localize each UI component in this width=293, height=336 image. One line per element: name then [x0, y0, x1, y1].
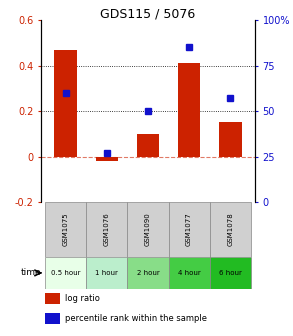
Text: 1 hour: 1 hour — [96, 270, 118, 276]
Bar — [127, 257, 168, 289]
Bar — [178, 64, 200, 157]
Bar — [54, 50, 77, 157]
Bar — [210, 202, 251, 257]
Text: GSM1076: GSM1076 — [104, 212, 110, 246]
Text: 2 hour: 2 hour — [137, 270, 159, 276]
Text: GSM1078: GSM1078 — [227, 212, 233, 246]
Bar — [210, 257, 251, 289]
Bar — [96, 157, 118, 161]
Title: GDS115 / 5076: GDS115 / 5076 — [100, 7, 196, 20]
Text: log ratio: log ratio — [64, 294, 99, 303]
Bar — [86, 257, 127, 289]
Text: GSM1077: GSM1077 — [186, 212, 192, 246]
Bar — [86, 202, 127, 257]
Bar — [137, 134, 159, 157]
Text: GSM1090: GSM1090 — [145, 212, 151, 246]
Bar — [127, 202, 168, 257]
Text: 0.5 hour: 0.5 hour — [51, 270, 81, 276]
Bar — [219, 122, 241, 157]
Bar — [168, 257, 210, 289]
Bar — [45, 293, 60, 304]
Bar — [45, 257, 86, 289]
Text: 6 hour: 6 hour — [219, 270, 242, 276]
Bar — [45, 313, 60, 325]
Text: GSM1075: GSM1075 — [63, 212, 69, 246]
Bar — [45, 202, 86, 257]
Text: time: time — [21, 268, 41, 278]
Bar — [168, 202, 210, 257]
Text: percentile rank within the sample: percentile rank within the sample — [64, 314, 207, 323]
Text: 4 hour: 4 hour — [178, 270, 200, 276]
